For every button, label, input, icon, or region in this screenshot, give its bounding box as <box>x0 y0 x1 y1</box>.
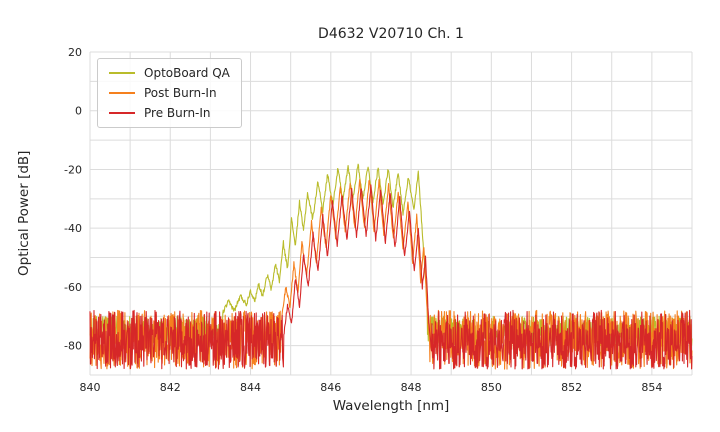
legend-item-optoboard-qa: OptoBoard QA <box>109 66 230 80</box>
legend-item-post-burn-in: Post Burn-In <box>109 86 230 100</box>
legend-item-pre-burn-in: Pre Burn-In <box>109 106 230 120</box>
y-tick-label: 0 <box>75 105 82 118</box>
x-tick-label: 848 <box>401 381 422 394</box>
x-tick-label: 852 <box>561 381 582 394</box>
legend-label: Pre Burn-In <box>144 106 211 120</box>
y-tick-label: -80 <box>64 340 82 353</box>
x-axis-label: Wavelength [nm] <box>332 398 450 414</box>
legend-label: OptoBoard QA <box>144 66 230 80</box>
series-line-pre-burn-in <box>89 184 693 370</box>
y-tick-label: -40 <box>64 222 82 235</box>
y-tick-label: -20 <box>64 163 82 176</box>
y-tick-label: 20 <box>68 46 82 59</box>
x-tick-label: 846 <box>320 381 341 394</box>
x-tick-label: 840 <box>80 381 101 394</box>
y-tick-label: -60 <box>64 281 82 294</box>
x-tick-label: 854 <box>641 381 662 394</box>
legend: OptoBoard QA Post Burn-In Pre Burn-In <box>97 58 242 128</box>
x-tick-label: 844 <box>240 381 261 394</box>
x-tick-label: 842 <box>160 381 181 394</box>
y-axis-label: Optical Power [dB] <box>16 150 32 277</box>
legend-line-swatch <box>109 72 135 74</box>
legend-label: Post Burn-In <box>144 86 217 100</box>
x-tick-label: 850 <box>481 381 502 394</box>
plot-title: D4632 V20710 Ch. 1 <box>318 26 464 42</box>
legend-line-swatch <box>109 112 135 114</box>
legend-line-swatch <box>109 92 135 94</box>
